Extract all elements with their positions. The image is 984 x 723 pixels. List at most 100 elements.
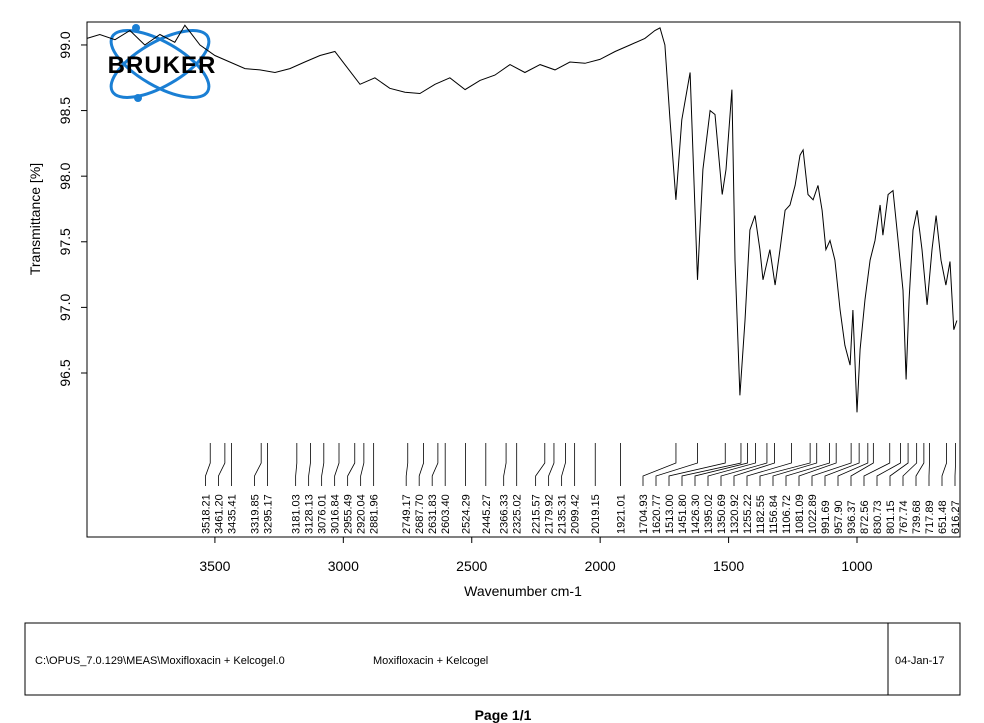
peak-label: 3128.13: [304, 494, 316, 534]
peak-label: 616.27: [950, 500, 962, 534]
peak-label: 717.89: [924, 500, 936, 534]
spectrum-line: [86, 24, 958, 413]
peak-marker: [503, 443, 507, 486]
logo-text: BRUKER: [108, 52, 217, 79]
peak-label: 3076.01: [317, 494, 329, 534]
peak-label: 1255.22: [742, 494, 754, 534]
peak-label: 2179.92: [544, 494, 556, 534]
peak-marker: [218, 443, 226, 486]
y-tick-label: 98.5: [57, 97, 73, 124]
peak-label: 2445.27: [481, 494, 493, 534]
peak-label: 2631.83: [427, 494, 439, 534]
logo-dot: [134, 94, 142, 102]
peak-label: 3461.20: [213, 494, 225, 534]
peak-marker: [837, 443, 869, 486]
peak-marker: [418, 443, 424, 486]
peak-label: 2687.70: [414, 494, 426, 534]
y-axis-label: Transmittance [%]: [27, 163, 43, 275]
peak-label: 1426.30: [690, 494, 702, 534]
peak-marker: [746, 443, 792, 486]
y-tick-label: 97.5: [57, 228, 73, 255]
peak-label: 2955.49: [343, 494, 355, 534]
peak-label: 1395.02: [703, 494, 715, 534]
peak-marker: [668, 443, 726, 486]
peak-label: 936.37: [846, 500, 858, 534]
peak-label: 2099.42: [570, 494, 582, 534]
page-number: Page 1/1: [475, 707, 532, 723]
peak-label: 1022.89: [807, 494, 819, 534]
peak-label: 2920.04: [356, 494, 368, 534]
peak-label: 2603.40: [440, 494, 452, 534]
peak-marker: [548, 443, 555, 486]
footer-sample: Moxifloxacin + Kelcogel: [373, 655, 488, 667]
peak-label: 3319.85: [250, 494, 262, 534]
peak-label: 1620.77: [651, 494, 663, 534]
peak-label: 801.15: [885, 500, 897, 534]
peak-marker: [707, 443, 756, 486]
peak-label: 1451.80: [677, 494, 689, 534]
peak-marker: [811, 443, 852, 486]
peak-label: 2215.57: [531, 494, 543, 534]
footer-box: [24, 622, 961, 696]
footer-file: C:\OPUS_7.0.129\MEAS\Moxifloxacin + Kelc…: [35, 655, 285, 667]
peak-label: 830.73: [872, 500, 884, 534]
peak-marker: [334, 443, 340, 486]
peak-label: 3435.41: [226, 494, 238, 534]
peak-marker: [431, 443, 439, 486]
peak-marker: [295, 443, 298, 486]
peak-label: 3181.03: [291, 494, 303, 534]
peak-marker: [205, 443, 211, 486]
peak-marker: [941, 443, 947, 486]
peak-marker: [360, 443, 365, 486]
footer-date: 04-Jan-17: [895, 655, 945, 667]
peak-marker: [254, 443, 262, 486]
peak-label: 767.74: [898, 500, 910, 534]
peak-marker: [642, 443, 677, 486]
logo: BRUKER: [108, 24, 217, 102]
peak-marker: [915, 443, 925, 486]
peak-marker: [876, 443, 901, 486]
peak-marker: [902, 443, 918, 486]
peak-label: 872.56: [859, 500, 871, 534]
peak-label: 3295.17: [263, 494, 275, 534]
peak-label: 3518.21: [200, 494, 212, 534]
logo-orbit: [109, 29, 211, 99]
peak-label: 739.68: [911, 500, 923, 534]
peak-marker: [655, 443, 698, 486]
x-tick-label: 1000: [841, 558, 872, 574]
y-tick-label: 96.5: [57, 359, 73, 386]
peak-label: 957.90: [833, 500, 845, 534]
peak-label: 1704.93: [638, 494, 650, 534]
peak-label: 991.69: [820, 500, 832, 534]
peak-label: 1513.00: [664, 494, 676, 534]
plot-frame: [86, 21, 961, 538]
peak-marker: [824, 443, 860, 486]
peak-marker: [733, 443, 775, 486]
peak-label: 1320.92: [729, 494, 741, 534]
peak-label: 2749.17: [401, 494, 413, 534]
logo-orbit: [109, 29, 211, 99]
y-tick-label: 98.0: [57, 162, 73, 189]
peak-label: 3016.84: [330, 494, 342, 534]
peak-label: 1350.69: [716, 494, 728, 534]
peak-marker: [720, 443, 768, 486]
peak-marker: [850, 443, 874, 486]
peak-marker: [759, 443, 811, 486]
peak-label: 2366.33: [499, 494, 511, 534]
peak-marker: [889, 443, 909, 486]
peak-label: 2019.15: [590, 494, 602, 534]
peak-marker: [954, 443, 956, 486]
peak-marker: [694, 443, 748, 486]
x-tick-label: 3000: [328, 558, 359, 574]
x-tick-label: 2000: [585, 558, 616, 574]
x-tick-label: 3500: [199, 558, 230, 574]
logo-dot: [132, 24, 140, 32]
peak-label: 1156.84: [768, 495, 780, 534]
peak-marker: [681, 443, 742, 486]
x-axis-label: Wavenumber cm-1: [464, 583, 582, 599]
peak-marker: [535, 443, 546, 486]
peak-marker: [785, 443, 830, 486]
peak-label: 1921.01: [615, 494, 627, 534]
peak-label: 1106.72: [781, 495, 793, 534]
